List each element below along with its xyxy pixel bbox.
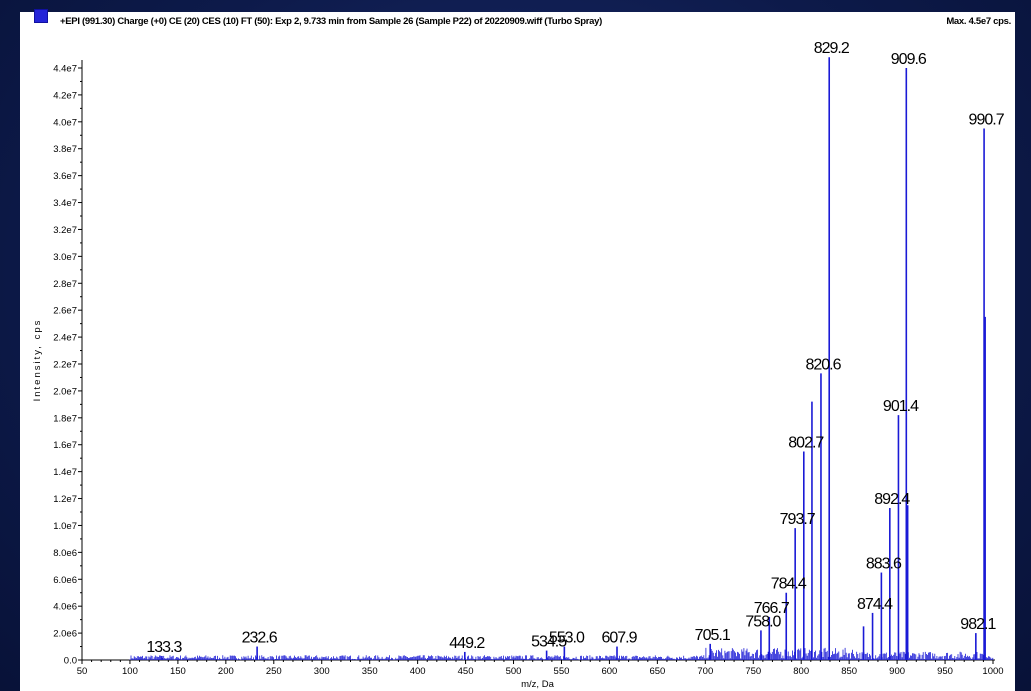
peak-label: 553.0 [549, 630, 585, 647]
x-tick-label: 300 [314, 666, 330, 677]
peak-label: 820.6 [805, 356, 841, 373]
y-tick-label: 3.2e7 [53, 225, 77, 236]
peak-label: 534.5 [531, 634, 567, 651]
x-tick-label: 150 [170, 666, 186, 677]
x-tick-label: 900 [889, 666, 905, 677]
x-tick-label: 850 [841, 666, 857, 677]
peak-label: 758.0 [745, 613, 781, 630]
y-tick-label: 2.4e7 [53, 333, 77, 344]
chart-panel [20, 12, 1015, 691]
y-tick-label: 4.4e7 [53, 64, 77, 75]
peak-label: 874.4 [857, 596, 893, 613]
x-tick-label: 450 [458, 666, 474, 677]
spectrum-peaks [161, 57, 986, 660]
x-tick-label: 400 [410, 666, 426, 677]
y-tick-label: 1.2e7 [53, 494, 77, 505]
y-axis: 0.0 2.0e6 4.0e6 6.0e6 8.0e6 1.0e7 1.2e7 1.4e7 1.… [53, 60, 83, 667]
y-tick-label: 4.2e7 [53, 90, 77, 101]
y-tick-label: 1.4e7 [53, 467, 77, 478]
x-tick-label: 600 [601, 666, 617, 677]
y-tick-label: 1.6e7 [53, 440, 77, 451]
y-tick-label: 6.0e6 [53, 575, 77, 586]
y-tick-label: 2.0e7 [53, 386, 77, 397]
x-axis: 50 100 150 200 250 300 350 400 450 500 550 600 650 70… [77, 659, 1004, 677]
y-tick-label: 2.6e7 [53, 306, 77, 317]
x-tick-label: 50 [77, 666, 88, 677]
x-axis-title: m/z, Da [521, 679, 554, 690]
x-tick-label: 750 [745, 666, 761, 677]
y-tick-label: 3.0e7 [53, 252, 77, 263]
x-tick-label: 800 [793, 666, 809, 677]
x-tick-label: 250 [266, 666, 282, 677]
peak-label: 133.3 [146, 639, 182, 656]
peak-label: 793.7 [780, 511, 816, 528]
y-tick-label: 4.0e7 [53, 117, 77, 128]
x-tick-label: 350 [362, 666, 378, 677]
x-tick-label: 500 [506, 666, 522, 677]
chart-title: +EPI (991.30) Charge (+0) CE (20) CES (1… [60, 16, 602, 27]
peak-label: 705.1 [695, 627, 731, 644]
peak-label: 802.7 [788, 434, 824, 451]
peak-label: 909.6 [891, 51, 927, 68]
x-tick-label: 650 [649, 666, 665, 677]
peak-label: 784.4 [771, 576, 807, 593]
peak-label: 449.2 [449, 635, 485, 652]
x-tick-label: 1000 [982, 666, 1003, 677]
y-tick-label: 3.8e7 [53, 144, 77, 155]
y-tick-label: 2.2e7 [53, 360, 77, 371]
x-tick-label: 950 [937, 666, 953, 677]
y-tick-label: 1.0e7 [53, 521, 77, 532]
y-tick-label: 2.0e6 [53, 629, 77, 640]
y-axis-title: Intensity, cps [32, 319, 43, 402]
peak-label: 766.7 [754, 600, 790, 617]
x-tick-label: 200 [218, 666, 234, 677]
y-tick-label: 8.0e6 [53, 548, 77, 559]
y-tick-label: 2.8e7 [53, 279, 77, 290]
peak-label: 232.6 [242, 630, 278, 647]
x-tick-label: 100 [122, 666, 138, 677]
y-tick-label: 0.0 [64, 656, 77, 667]
x-tick-label: 700 [697, 666, 713, 677]
peak-label: 982.1 [960, 616, 996, 633]
y-tick-label: 1.8e7 [53, 413, 77, 424]
peak-label: 892.4 [874, 491, 910, 508]
y-tick-label: 3.6e7 [53, 171, 77, 182]
peak-label: 901.4 [883, 398, 919, 415]
y-tick-label: 3.4e7 [53, 198, 77, 209]
peak-label: 607.9 [601, 630, 637, 647]
peak-label: 829.2 [814, 40, 850, 57]
y-tick-label: 4.0e6 [53, 602, 77, 613]
legend-swatch [34, 9, 48, 23]
x-tick-label: 550 [554, 666, 570, 677]
peak-label: 883.6 [866, 556, 902, 573]
peak-label: 990.7 [969, 112, 1005, 129]
max-intensity-label: Max. 4.5e7 cps. [946, 16, 1011, 27]
